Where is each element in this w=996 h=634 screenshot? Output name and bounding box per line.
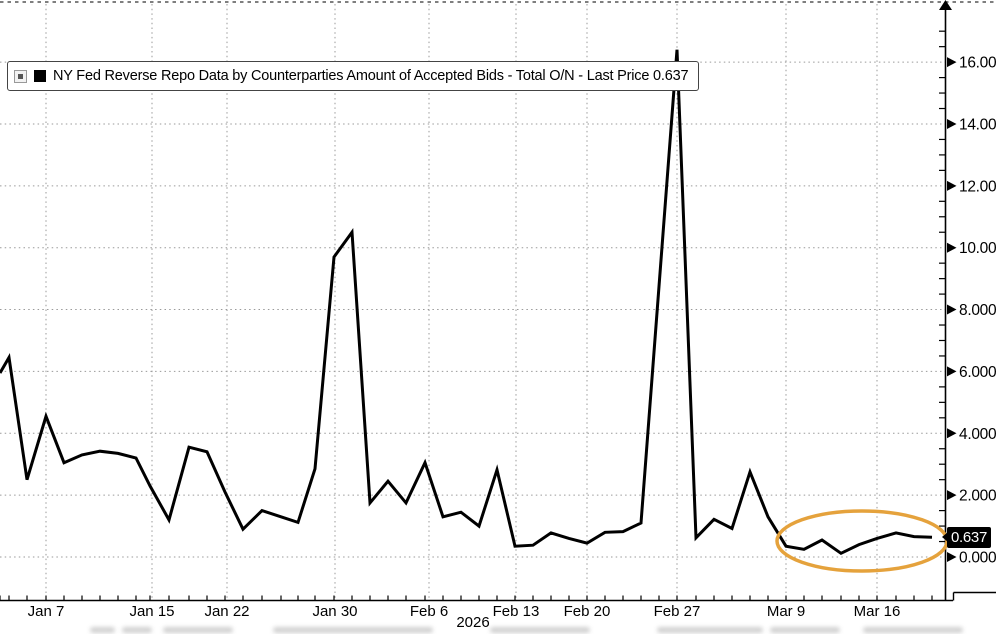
x-tick-label: Jan 7 — [28, 603, 65, 620]
y-tick-label: 6.000 — [959, 364, 996, 381]
x-tick-label: Jan 15 — [129, 603, 174, 620]
blurred-text-artifact — [657, 627, 763, 633]
blurred-text-artifact — [770, 627, 840, 633]
y-tick-label: 4.000 — [959, 426, 996, 443]
x-tick-label: Jan 22 — [204, 603, 249, 620]
y-tick-arrow-icon — [947, 180, 957, 191]
chart-legend[interactable]: NY Fed Reverse Repo Data by Counterparti… — [7, 61, 700, 91]
last-price-badge: 0.637 — [942, 527, 991, 548]
y-tick-arrow-icon — [947, 490, 957, 501]
blurred-text-artifact — [122, 627, 152, 633]
x-tick-label: Feb 13 — [493, 603, 540, 620]
x-tick-label: Jan 30 — [312, 603, 357, 620]
y-axis-top-arrow-icon — [939, 0, 952, 10]
blurred-text-artifact — [863, 627, 963, 633]
y-tick-label: 2.000 — [959, 488, 996, 505]
legend-expand-inner-square — [18, 73, 23, 79]
y-tick-arrow-icon — [947, 304, 957, 315]
y-tick-label: 12.000 — [959, 178, 996, 195]
y-tick-arrow-icon — [947, 118, 957, 129]
y-tick-label: 0.000 — [959, 550, 996, 567]
price-line-series — [0, 49, 933, 556]
y-tick-arrow-icon — [947, 428, 957, 439]
blurred-text-artifact — [490, 627, 590, 633]
blurred-text-artifact — [163, 627, 233, 633]
blurred-text-artifact — [273, 627, 433, 633]
highlight-ellipse-annotation — [775, 509, 949, 573]
y-tick-label: 10.000 — [959, 240, 996, 257]
legend-series-swatch — [34, 70, 46, 82]
x-tick-label: Feb 27 — [654, 603, 701, 620]
y-tick-label: 16.000 — [959, 55, 996, 72]
x-tick-label: Feb 6 — [410, 603, 448, 620]
y-tick-label: 14.000 — [959, 116, 996, 133]
y-tick-arrow-icon — [947, 242, 957, 253]
legend-series-label: NY Fed Reverse Repo Data by Counterparti… — [53, 68, 689, 84]
blurred-text-artifact — [90, 627, 115, 633]
x-tick-label: Mar 16 — [854, 603, 901, 620]
x-tick-label: Feb 20 — [564, 603, 611, 620]
x-tick-label: Mar 9 — [767, 603, 805, 620]
y-tick-label: 8.000 — [959, 302, 996, 319]
x-axis-year-label: 2026 — [456, 614, 490, 631]
y-tick-arrow-icon — [947, 366, 957, 377]
legend-expand-icon[interactable] — [14, 69, 27, 83]
y-tick-arrow-icon — [947, 552, 957, 562]
y-tick-arrow-icon — [947, 57, 957, 68]
